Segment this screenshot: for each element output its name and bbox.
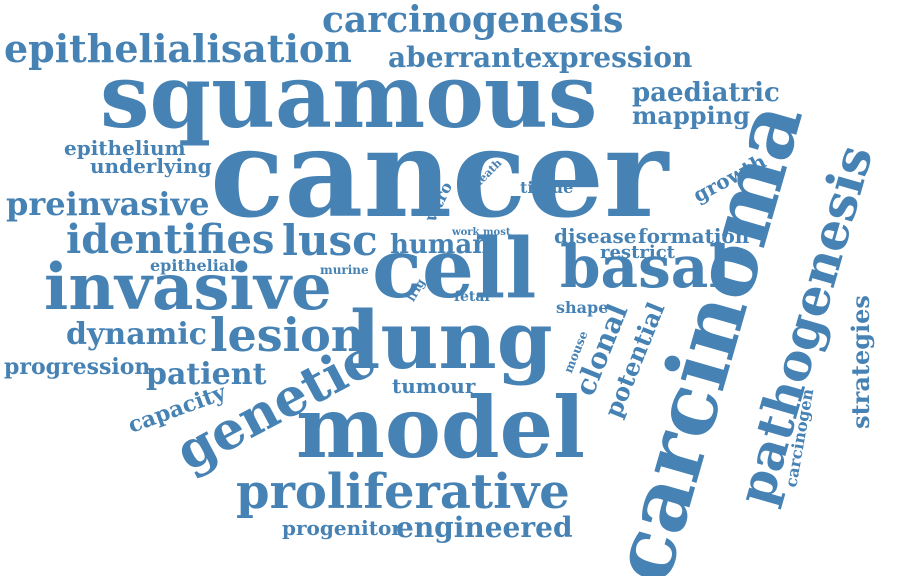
- word-epithelialisation: epithelialisation: [4, 26, 352, 71]
- word-disease: disease: [554, 224, 637, 248]
- word-progenitor: progenitor: [282, 516, 402, 540]
- word-shape: shape: [556, 298, 609, 317]
- word-cancer: cancer: [210, 101, 669, 245]
- word-engineered: engineered: [396, 511, 573, 544]
- word-proliferative: proliferative: [236, 464, 570, 520]
- word-dynamic: dynamic: [66, 317, 208, 352]
- word-paediatric: paediatric: [632, 78, 780, 108]
- word-lesion: lesion: [210, 308, 365, 362]
- word-epithelium: epithelium: [64, 136, 186, 160]
- word-human: human: [390, 230, 492, 260]
- word-murine: murine: [320, 263, 369, 277]
- word-strategies: strategies: [845, 295, 875, 429]
- word-tissue: tissue: [520, 178, 574, 197]
- word-aberrantexpression: aberrantexpression: [388, 41, 693, 74]
- word-tumour: tumour: [392, 374, 476, 398]
- word-fetal: fetal: [454, 289, 490, 305]
- word-preinvasive: preinvasive: [6, 185, 210, 223]
- word-carcinogenesis: carcinogenesis: [322, 0, 624, 41]
- word-patient: patient: [146, 357, 267, 392]
- word-cell: cell: [372, 221, 537, 317]
- word-model: model: [296, 378, 585, 477]
- word-lung: lung: [350, 293, 553, 387]
- word-invasive: invasive: [44, 250, 332, 325]
- word-progression: progression: [4, 354, 151, 380]
- word-mapping: mapping: [632, 101, 750, 130]
- word-underlying: underlying: [90, 154, 212, 178]
- word-restrict: restrict: [600, 242, 675, 263]
- word-epithelial: epithelial: [150, 256, 236, 275]
- word-squamous: squamous: [100, 44, 598, 148]
- word-basal: basal: [560, 233, 731, 301]
- word-identifies: identifies: [66, 216, 275, 263]
- word-lusc: lusc: [282, 216, 378, 265]
- word-formation: formation: [638, 224, 750, 248]
- word-work-most: work most: [452, 227, 511, 238]
